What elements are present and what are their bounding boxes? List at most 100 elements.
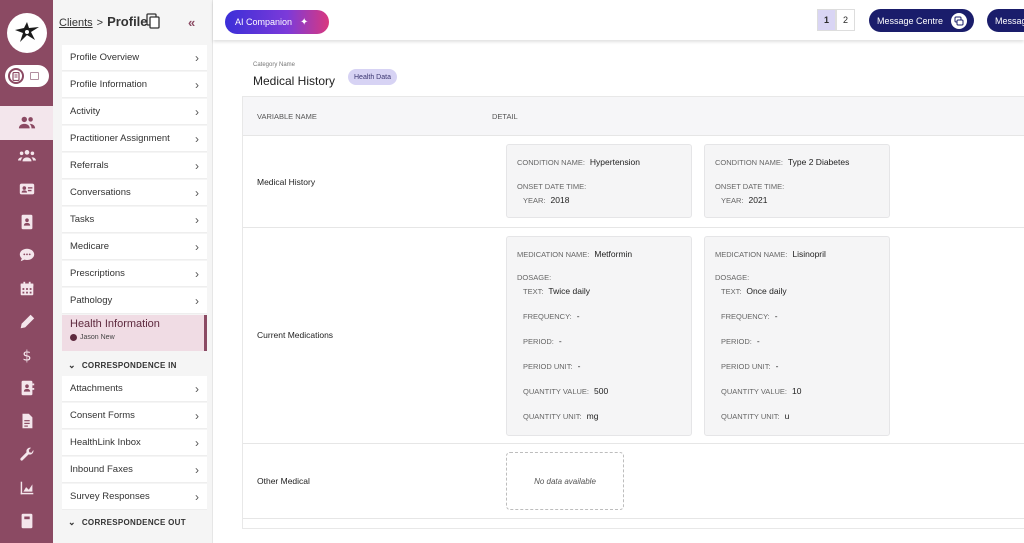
calendar-icon <box>20 281 33 296</box>
table-row-current-medications: Current Medications MEDICATION NAME: Metf… <box>243 228 1024 444</box>
quantity-unit-label: QUANTITY UNIT: <box>721 412 780 421</box>
health-data-tag: Health Data <box>348 69 397 85</box>
chevron-right-icon: › <box>195 381 199 396</box>
breadcrumb-separator: > <box>96 17 104 29</box>
sidebar-item-conversations[interactable]: Conversations › <box>62 180 207 206</box>
rail-tools[interactable] <box>0 438 53 472</box>
copy-icon[interactable] <box>146 13 160 29</box>
sidebar-item-label: Profile Overview <box>70 52 140 63</box>
group-icon <box>17 150 36 162</box>
rail-pen[interactable] <box>0 305 53 339</box>
message-centre-button[interactable]: Message Centre <box>869 9 974 32</box>
group-correspondence-in[interactable]: ⌄ CORRESPONDENCE IN <box>62 354 207 376</box>
year-value: 2018 <box>550 195 570 205</box>
sidebar-item-healthlink-inbox[interactable]: HealthLink Inbox › <box>62 430 207 456</box>
quantity-value-value: 500 <box>594 386 609 396</box>
sidebar-item-label: Medicare <box>70 241 110 252</box>
sidebar-item-pathology[interactable]: Pathology › <box>62 288 207 314</box>
rail-groups[interactable] <box>0 139 53 173</box>
sidebar-item-referrals[interactable]: Referrals › <box>62 153 207 179</box>
svg-text:$: $ <box>22 348 31 364</box>
quantity-unit-value: mg <box>586 411 599 421</box>
rail-billing[interactable]: $ <box>0 338 53 372</box>
breadcrumb-clients-link[interactable]: Clients <box>59 17 93 29</box>
chevron-right-icon: › <box>195 239 199 254</box>
frequency-label: FREQUENCY: <box>721 312 770 321</box>
sidebar-item-health-information[interactable]: Health Information Jason New <box>62 315 207 351</box>
period-unit-label: PERIOD UNIT: <box>523 362 573 371</box>
sidebar-item-profile-overview[interactable]: Profile Overview › <box>62 45 207 71</box>
dosage-text-label: TEXT: <box>721 287 742 296</box>
rail-contacts[interactable] <box>0 205 53 239</box>
chat-icon <box>19 248 34 262</box>
message-button-2[interactable]: Messag <box>987 9 1024 32</box>
ai-companion-button[interactable]: AI Companion ✦ <box>225 10 329 34</box>
sidebar-item-label: Pathology <box>70 295 113 306</box>
contact-book-icon <box>21 214 32 230</box>
chat-bubble-icon <box>951 12 968 29</box>
profile-sidebar: Clients > Profile « Profile Overview › Profi… <box>53 0 213 543</box>
id-card-icon <box>19 183 34 195</box>
sidebar-item-attachments[interactable]: Attachments › <box>62 376 207 402</box>
pen-icon <box>20 314 34 329</box>
sidebar-item-inbound-faxes[interactable]: Inbound Faxes › <box>62 457 207 483</box>
message-centre-label: Message Centre <box>877 15 944 26</box>
mode-toggle[interactable] <box>5 65 49 87</box>
group-label: CORRESPONDENCE OUT <box>81 517 186 527</box>
chevron-right-icon: › <box>195 435 199 450</box>
condition-value: Type 2 Diabetes <box>787 157 850 167</box>
sidebar-item-profile-information[interactable]: Profile Information › <box>62 72 207 98</box>
quantity-value-value: 10 <box>792 386 802 396</box>
year-value: 2021 <box>748 195 768 205</box>
row-label: Medical History <box>257 177 316 187</box>
sidebar-item-consent-forms[interactable]: Consent Forms › <box>62 403 207 429</box>
rail-notebook[interactable] <box>0 504 53 538</box>
period-label: PERIOD: <box>721 337 752 346</box>
page-1-button[interactable]: 1 <box>817 9 836 31</box>
condition-value: Hypertension <box>589 157 641 167</box>
rail-address-book[interactable] <box>0 371 53 405</box>
sidebar-item-label: Referrals <box>70 160 109 171</box>
sidebar-nav: Profile Overview › Profile Information › Act… <box>62 45 207 533</box>
rail-chat[interactable] <box>0 238 53 272</box>
magic-wand-icon: ✦ <box>300 16 309 28</box>
sidebar-item-prescriptions[interactable]: Prescriptions › <box>62 261 207 287</box>
rail-documents[interactable] <box>0 404 53 438</box>
breadcrumb: Clients > Profile <box>59 14 148 29</box>
frequency-value: - <box>576 311 580 321</box>
dosage-label: DOSAGE: <box>517 273 552 282</box>
app-logo[interactable] <box>7 13 47 53</box>
chevron-right-icon: › <box>195 293 199 308</box>
rail-calendar[interactable] <box>0 272 53 306</box>
sidebar-item-medicare[interactable]: Medicare › <box>62 234 207 260</box>
medication-card: MEDICATION NAME: Lisinopril DOSAGE: TEXT: On… <box>704 236 890 436</box>
icon-rail: $ <box>0 0 53 543</box>
period-unit-label: PERIOD UNIT: <box>721 362 771 371</box>
medication-name-value: Metformin <box>594 249 633 259</box>
briefcase-icon <box>30 72 39 80</box>
sidebar-item-label: Profile Information <box>70 79 148 90</box>
page-title: Profile <box>107 14 148 29</box>
sidebar-item-label: Conversations <box>70 187 131 198</box>
sidebar-item-activity[interactable]: Activity › <box>62 99 207 125</box>
chevron-right-icon: › <box>195 185 199 200</box>
rail-reports[interactable] <box>0 471 53 505</box>
year-label: YEAR: <box>721 196 744 205</box>
sidebar-item-practitioner-assignment[interactable]: Practitioner Assignment › <box>62 126 207 152</box>
rail-id-card[interactable] <box>0 172 53 206</box>
group-correspondence-out[interactable]: ⌄ CORRESPONDENCE OUT <box>62 511 207 533</box>
period-label: PERIOD: <box>523 337 554 346</box>
chevron-right-icon: › <box>195 50 199 65</box>
quantity-unit-label: QUANTITY UNIT: <box>523 412 582 421</box>
period-value: - <box>756 336 760 346</box>
sidebar-item-survey-responses[interactable]: Survey Responses › <box>62 484 207 510</box>
chevron-right-icon: › <box>195 408 199 423</box>
page-2-button[interactable]: 2 <box>836 9 855 31</box>
rail-users[interactable] <box>0 106 53 140</box>
sidebar-item-tasks[interactable]: Tasks › <box>62 207 207 233</box>
quantity-value-label: QUANTITY VALUE: <box>523 387 589 396</box>
collapse-sidebar-icon[interactable]: « <box>188 15 196 30</box>
medication-name-label: MEDICATION NAME: <box>517 250 590 259</box>
active-client: Jason New <box>70 334 196 341</box>
